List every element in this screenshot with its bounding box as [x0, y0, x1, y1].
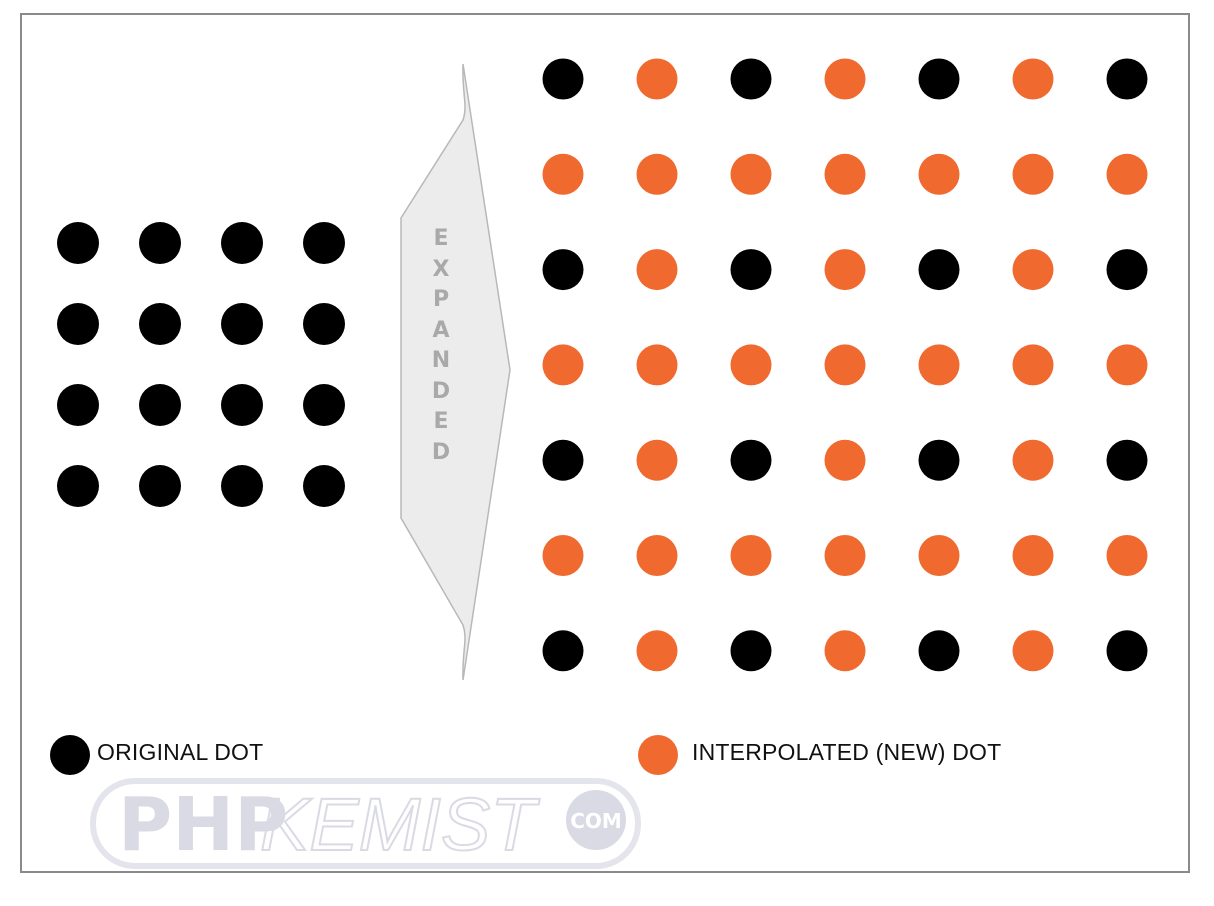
- expanded-letter: P: [432, 287, 450, 312]
- expanded-original-dot: [542, 630, 584, 672]
- expanded-letter: E: [433, 409, 449, 434]
- expand-arrow: [400, 63, 511, 681]
- legend-original-dot: [50, 735, 90, 775]
- expanded-dot-grid: [542, 58, 1148, 672]
- expanded-original-dot: [542, 58, 584, 100]
- interpolated-dot: [730, 535, 772, 576]
- interpolated-dot: [918, 153, 960, 195]
- interpolated-dot: [918, 535, 960, 576]
- original-dot: [57, 384, 99, 426]
- interpolated-dot: [1012, 249, 1054, 291]
- diagram-frame: [20, 13, 1190, 873]
- interpolated-dot: [636, 439, 678, 481]
- interpolated-dot: [730, 153, 772, 195]
- interpolated-dot: [542, 344, 584, 386]
- original-dot: [57, 303, 99, 345]
- expanded-original-dot: [1106, 58, 1148, 100]
- expanded-letter: D: [431, 378, 451, 404]
- expanded-original-dot: [730, 249, 772, 291]
- interpolated-dot: [636, 58, 678, 100]
- watermark-prefix: PHP: [118, 782, 288, 868]
- interpolated-dot: [1012, 630, 1054, 672]
- expanded-original-dot: [918, 439, 960, 481]
- original-dot: [139, 465, 181, 507]
- interpolated-dot: [542, 153, 584, 195]
- interpolated-dot: [1012, 535, 1054, 576]
- interpolated-dot: [824, 535, 866, 576]
- interpolated-dot: [824, 58, 866, 100]
- expanded-letter: X: [432, 256, 450, 282]
- expanded-original-dot: [1106, 249, 1148, 291]
- interpolated-dot: [824, 439, 866, 481]
- interpolated-dot: [1012, 439, 1054, 481]
- original-dot: [303, 303, 345, 345]
- original-dot: [221, 384, 263, 426]
- expanded-letter: D: [431, 439, 451, 465]
- expanded-original-dot: [542, 439, 584, 481]
- original-dot: [221, 222, 263, 264]
- original-dot: [221, 303, 263, 345]
- expanded-original-dot: [918, 249, 960, 291]
- interpolated-dot: [636, 630, 678, 672]
- expanded-original-dot: [1106, 439, 1148, 481]
- legend-interpolated-dot: [638, 735, 678, 775]
- expanded-original-dot: [918, 58, 960, 100]
- interpolated-dot: [1106, 344, 1148, 386]
- expanded-original-dot: [1106, 630, 1148, 672]
- interpolated-dot: [1012, 58, 1054, 100]
- interpolated-dot: [824, 630, 866, 672]
- interpolated-dot: [636, 344, 678, 386]
- interpolated-dot: [1012, 153, 1054, 195]
- interpolated-dot: [636, 535, 678, 576]
- interpolated-dot: [636, 153, 678, 195]
- interpolated-dot: [918, 344, 960, 386]
- original-dot: [139, 222, 181, 264]
- original-dot: [303, 384, 345, 426]
- interpolated-dot: [730, 344, 772, 386]
- interpolated-dot: [824, 153, 866, 195]
- original-dot-grid: [57, 222, 345, 507]
- original-dot: [139, 384, 181, 426]
- original-dot: [57, 222, 99, 264]
- legend-interpolated-label: INTERPOLATED (NEW) DOT: [692, 739, 1002, 765]
- watermark-suffix: COM: [570, 809, 622, 833]
- expanded-original-dot: [918, 630, 960, 672]
- original-dot: [303, 222, 345, 264]
- interpolated-dot: [824, 344, 866, 386]
- original-dot: [221, 465, 263, 507]
- interpolated-dot: [1106, 153, 1148, 195]
- original-dot: [57, 465, 99, 507]
- interpolated-dot: [1106, 535, 1148, 576]
- expanded-original-dot: [730, 58, 772, 100]
- expanded-letter: N: [431, 348, 451, 373]
- interpolated-dot: [542, 535, 584, 576]
- expanded-letter: A: [432, 317, 450, 343]
- original-dot: [139, 303, 181, 345]
- expanded-original-dot: [542, 249, 584, 291]
- watermark-main: KEMIST: [260, 783, 540, 866]
- interpolated-dot: [824, 249, 866, 291]
- original-dot: [303, 465, 345, 507]
- interpolated-dot: [636, 249, 678, 291]
- interpolated-dot: [1012, 344, 1054, 386]
- expanded-original-dot: [730, 630, 772, 672]
- legend-original-label: ORIGINAL DOT: [97, 739, 264, 765]
- watermark-logo: PHP KEMIST COM: [90, 778, 641, 869]
- expanded-original-dot: [730, 439, 772, 481]
- expanded-letter: E: [433, 226, 449, 251]
